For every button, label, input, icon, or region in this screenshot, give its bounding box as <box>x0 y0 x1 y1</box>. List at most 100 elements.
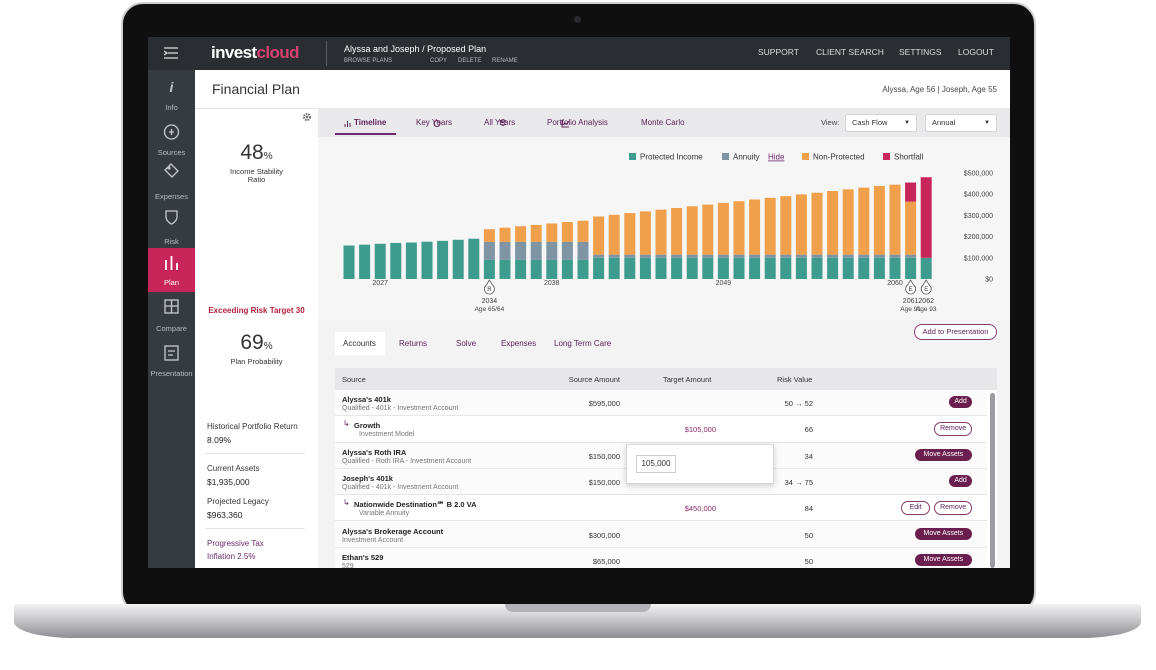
scrollbar[interactable] <box>990 393 995 568</box>
sidebar-item[interactable]: Risk <box>164 237 179 246</box>
bar-segment <box>608 214 620 255</box>
sidebar-item[interactable]: Sources <box>157 148 186 157</box>
marker-letter: E <box>909 287 913 293</box>
account-name: Alyssa's Brokerage Account <box>342 526 444 536</box>
account-type: Investment Account <box>342 536 404 544</box>
settings-icon[interactable] <box>302 112 312 122</box>
account-name: Ethan's 529 <box>342 552 384 562</box>
page-title: Financial Plan <box>212 81 300 97</box>
column-header: Risk Value <box>777 375 813 384</box>
nav-link[interactable]: SUPPORT <box>758 47 799 57</box>
tab[interactable]: All Years <box>484 118 516 127</box>
tab[interactable]: Timeline <box>354 118 387 127</box>
sidebar-item[interactable]: Presentation <box>150 369 193 378</box>
bar-segment <box>530 241 542 260</box>
child-arrow: ↳ <box>343 419 350 429</box>
bar-segment <box>717 257 729 279</box>
marker-letter: R <box>487 287 492 293</box>
bar-segment <box>359 244 371 279</box>
tab[interactable]: Monte Carlo <box>641 118 685 127</box>
bar-segment <box>686 206 698 255</box>
active-tab-underline <box>335 133 396 135</box>
action-button[interactable]: Add <box>949 474 972 487</box>
bottom-tab[interactable]: Solve <box>456 339 477 348</box>
action-button[interactable]: Move Assets <box>914 527 972 540</box>
plan-link[interactable]: RENAME <box>492 58 518 64</box>
marker-age: Age 65/64 <box>475 306 505 313</box>
accounts-table: Source Source Amount Target Amount Risk … <box>335 368 997 568</box>
period-select[interactable]: Annual ▼ <box>925 114 997 132</box>
action-button[interactable]: Remove <box>934 501 972 516</box>
bar-segment <box>530 259 542 279</box>
stat-label: Current Assets <box>207 464 260 473</box>
bottom-tab[interactable]: Long Term Care <box>554 339 612 348</box>
bottom-tab[interactable]: Expenses <box>501 339 537 348</box>
bar-segment <box>593 257 605 279</box>
nav-link[interactable]: SETTINGS <box>899 47 942 57</box>
action-button[interactable]: Edit <box>901 501 931 516</box>
gauge-note: Exceeding Risk Target 30 <box>208 306 305 315</box>
target-amount[interactable]: $450,000 <box>684 504 716 514</box>
sidebar-item[interactable]: Expenses <box>155 192 188 201</box>
amount-input[interactable]: 105,000 <box>636 455 676 473</box>
tab[interactable]: Portfolio Analysis <box>547 118 608 127</box>
account-name: Joseph's 401k <box>342 473 393 483</box>
nav-link[interactable]: LOGOUT <box>958 47 994 57</box>
bar-segment <box>920 257 932 279</box>
plan-link[interactable]: DELETE <box>458 58 482 64</box>
action-button[interactable]: Move Assets <box>914 448 972 461</box>
tax-label[interactable]: Progressive Tax <box>207 539 264 548</box>
bar-segment <box>608 254 620 258</box>
plan-link[interactable]: COPY <box>430 58 448 64</box>
bar-segment <box>499 227 511 242</box>
bar-segment <box>530 224 542 242</box>
account-type: 529 <box>342 562 354 568</box>
legend-label: Protected Income <box>640 153 703 162</box>
risk-value: 50 <box>804 530 813 540</box>
add-to-presentation[interactable]: Add to Presentation <box>914 324 997 340</box>
active-bottom-tab <box>335 332 385 355</box>
marker-age: Age 91 <box>900 306 921 313</box>
bar-segment <box>717 202 729 255</box>
gauge-label: Income Stability Ratio <box>230 167 283 184</box>
sidebar-item[interactable]: Compare <box>156 324 187 333</box>
bar-segment <box>920 177 932 258</box>
target-amount[interactable]: $105,000 <box>684 425 716 435</box>
sidebar-item[interactable]: Info <box>165 103 178 112</box>
divider <box>326 41 327 66</box>
marker-age: Age 93 <box>916 306 937 313</box>
bar-segment <box>577 220 589 242</box>
svg-text:i: i <box>170 79 175 95</box>
inflation[interactable]: Inflation 2.5% <box>207 552 256 561</box>
action-button[interactable]: Remove <box>934 422 972 437</box>
bar-segment <box>374 243 386 279</box>
view-select[interactable]: Cash Flow ▼ <box>845 114 917 132</box>
nav-link[interactable]: CLIENT SEARCH <box>816 47 884 57</box>
sidebar-item[interactable]: Plan <box>163 278 179 287</box>
bar-segment <box>749 257 761 279</box>
bar-segment <box>764 257 776 279</box>
bottom-tab[interactable]: Accounts <box>343 339 376 348</box>
sidebar: i Info Sources Expenses Risk Plan Compar… <box>148 70 195 568</box>
bottom-tab[interactable]: Returns <box>399 339 428 348</box>
legend-swatch <box>629 153 636 160</box>
action-button[interactable]: Add <box>949 396 972 408</box>
column-header: Source <box>342 375 366 384</box>
top-bar: investcloud Alyssa and Joseph / Proposed… <box>148 37 1010 70</box>
tab-icons <box>344 119 570 128</box>
bar-segment <box>873 185 885 255</box>
laptop-notch <box>505 604 651 612</box>
menu-icon[interactable] <box>164 47 178 59</box>
source-amount: $65,000 <box>592 556 620 566</box>
plan-link[interactable]: BROWSE PLANS <box>344 58 393 64</box>
bar-segment <box>795 254 807 258</box>
plan-name: Proposed Plan <box>427 44 487 54</box>
bar-segment <box>858 257 870 279</box>
bar-segment <box>827 191 839 255</box>
legend-link[interactable]: Hide <box>768 153 785 162</box>
bar-segment <box>343 245 355 279</box>
bar-segment <box>702 204 714 255</box>
action-button[interactable]: Move Assets <box>914 553 972 566</box>
view-label: View: <box>821 118 840 127</box>
bar-segment <box>905 201 917 255</box>
